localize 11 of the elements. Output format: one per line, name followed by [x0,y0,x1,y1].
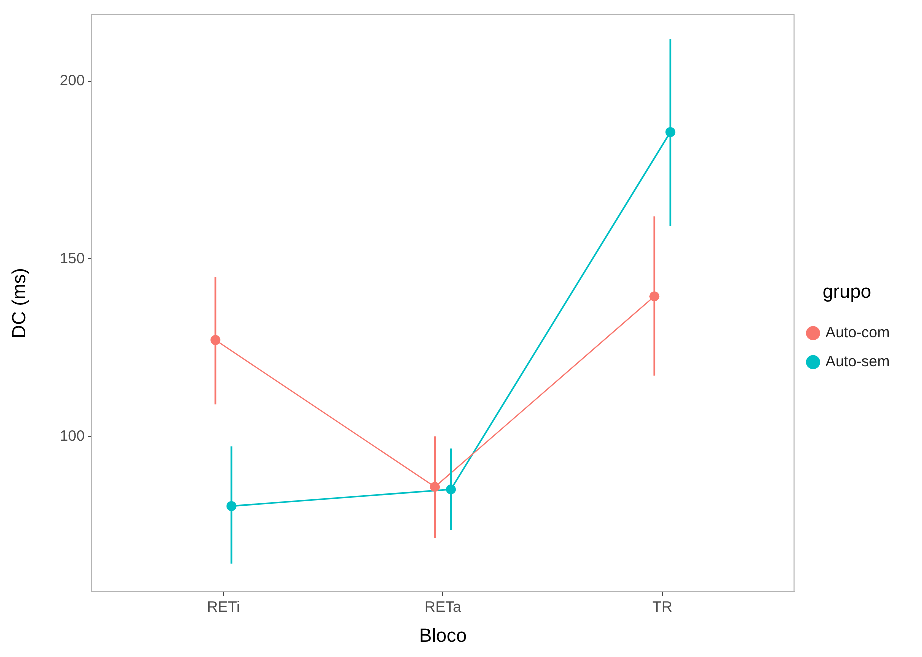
y-tick-label: 150 [60,250,85,268]
y-tick-label: 200 [60,72,85,90]
x-axis-title: Bloco [419,626,467,647]
y-tick-label: 100 [60,428,85,446]
legend-label: Auto-com [826,324,890,342]
x-tick-label: RETi [207,599,240,616]
x-tick-label: TR [652,599,673,616]
legend-label: Auto-sem [826,354,890,371]
legend-title: grupo [822,282,872,303]
x-tick-label: RETa [424,599,462,616]
y-axis-title: DC (ms) [10,268,31,339]
